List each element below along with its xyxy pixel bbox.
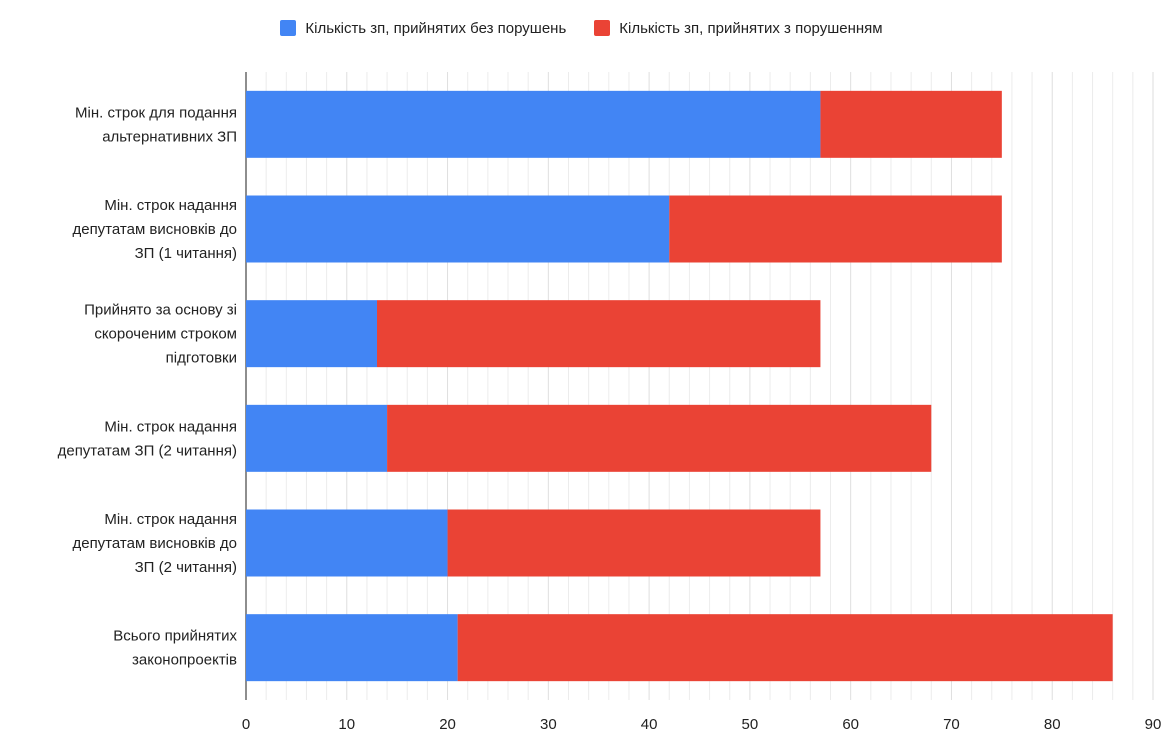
bar-with-violations	[820, 90, 1002, 158]
category-label-line: ЗП (1 читання)	[135, 245, 237, 262]
category-label-line: депутатам висновків до	[72, 535, 237, 552]
category-label-line: підготовки	[166, 350, 237, 367]
legend-swatch-blue	[280, 20, 297, 36]
bar-without-violations	[246, 90, 821, 158]
x-tick-label: 20	[439, 716, 456, 733]
bar-with-violations	[669, 195, 1002, 263]
category-label-line: альтернативних ЗП	[102, 128, 237, 145]
bar-without-violations	[246, 509, 448, 577]
bar-without-violations	[246, 195, 670, 263]
category-label: Прийнято за основу зі скороченим строком п…	[84, 302, 237, 367]
bar-with-violations	[387, 404, 932, 472]
x-tick-label: 10	[338, 716, 355, 733]
bar-without-violations	[246, 614, 458, 682]
bar-without-violations	[246, 300, 378, 368]
legend-label-with-violations: Кількість зп, прийнятих з порушенням	[619, 19, 883, 37]
category-label-line: ЗП (2 читання)	[135, 559, 237, 576]
x-axis-ticks: 0 10 20 30 40 50 60 70 80 90	[242, 716, 1162, 733]
category-label-line: Мін. строк надання	[104, 197, 237, 214]
legend-item-with-violations: Кількість зп, прийнятих з порушенням	[594, 19, 883, 37]
x-tick-label: 80	[1044, 716, 1061, 733]
category-label: Мін. строк надання депутатам висновків до…	[72, 197, 237, 262]
category-label-line: Мін. строк для подання	[75, 104, 237, 121]
category-label: Мін. строк для подання альтернативних ЗП	[75, 104, 237, 145]
category-label: Мін. строк надання депутатам ЗП (2 читанн…	[58, 418, 237, 459]
category-label-line: Всього прийнятих	[113, 628, 237, 645]
legend-item-without-violations: Кількість зп, прийнятих без порушень	[280, 20, 566, 37]
grid-layer	[245, 72, 1154, 700]
category-label: Мін. строк надання депутатам висновків до…	[72, 511, 237, 576]
bar-without-violations	[246, 404, 388, 472]
bar-with-violations	[457, 614, 1113, 682]
category-label: Всього прийнятих законопроектів	[113, 628, 237, 669]
x-tick-label: 0	[242, 716, 250, 733]
category-label-line: Мін. строк надання	[104, 511, 237, 528]
legend-swatch-red	[594, 20, 611, 36]
legend: Кількість зп, прийнятих без порушень Кіл…	[0, 16, 1163, 40]
category-label-line: скороченим строком	[94, 326, 237, 343]
x-tick-label: 40	[641, 716, 658, 733]
bar-with-violations	[377, 300, 821, 368]
category-label-line: Мін. строк надання	[104, 418, 237, 435]
x-tick-label: 50	[742, 716, 759, 733]
category-label-line: депутатам ЗП (2 читання)	[58, 442, 237, 459]
bars-layer	[246, 90, 1113, 682]
x-tick-label: 70	[943, 716, 960, 733]
category-label-line: депутатам висновків до	[72, 221, 237, 238]
category-label-line: законопроектів	[132, 652, 237, 669]
legend-label-without-violations: Кількість зп, прийнятих без порушень	[305, 19, 567, 37]
x-tick-label: 90	[1145, 716, 1162, 733]
x-tick-label: 60	[842, 716, 859, 733]
bar-with-violations	[447, 509, 821, 577]
x-tick-label: 30	[540, 716, 557, 733]
category-labels: Мін. строк для подання альтернативних ЗПМ…	[58, 104, 238, 668]
category-label-line: Прийнято за основу зі	[84, 302, 237, 319]
